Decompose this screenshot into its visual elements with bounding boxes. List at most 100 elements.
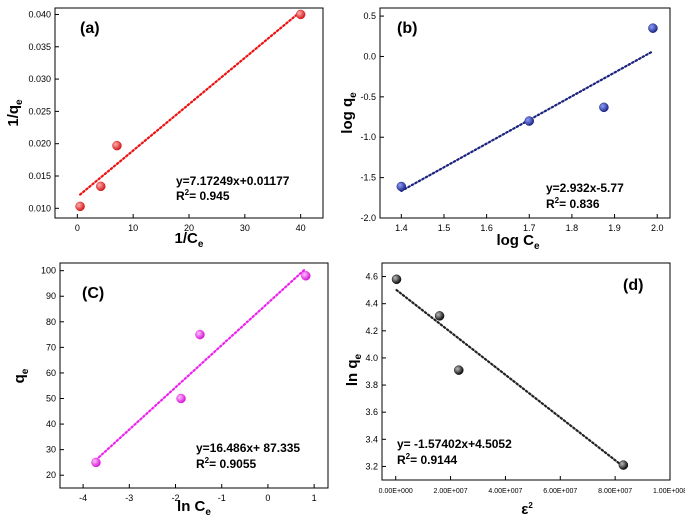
- x-tick-label: 20: [184, 223, 194, 233]
- x-tick-label: 1: [312, 493, 317, 503]
- y-axis-title: 1/qe: [5, 99, 25, 127]
- fit-equation: y= -1.57402x+4.5052: [397, 437, 512, 451]
- fit-equation: y=7.17249x+0.01177: [176, 174, 290, 188]
- x-tick-label: 8.00E+007: [598, 488, 632, 495]
- data-point: [195, 329, 205, 340]
- data-layer: 0 10 20 30 40 0.010 0.015 0.020 0.025 0.030 0.035 0…: [28, 9, 305, 233]
- y-tick-label: 70: [46, 342, 56, 352]
- y-tick-label: 0.5: [363, 11, 376, 21]
- y-tick-label: 40: [46, 419, 56, 429]
- data-point: [648, 23, 658, 33]
- panel-d: (d) y= -1.57402x+4.5052 R2= 0.9144 ε2 ln…: [344, 262, 685, 518]
- y-axis-title: ln qe: [344, 353, 364, 386]
- x-tick-label: -1: [218, 493, 226, 503]
- fit-equation: y=2.932x-5.77: [546, 181, 624, 195]
- y-tick-label: 3.4: [365, 434, 378, 444]
- x-tick-label: 2.00E+007: [434, 488, 468, 495]
- x-tick-label: 30: [240, 223, 250, 233]
- y-tick-label: 3.2: [365, 461, 378, 471]
- y-tick-label: 3.6: [365, 407, 378, 417]
- y-tick-label: -0.5: [360, 92, 376, 102]
- r-squared: R2= 0.9144: [397, 452, 457, 467]
- data-point: [176, 393, 186, 404]
- data-point: [618, 460, 629, 470]
- data-point: [599, 102, 609, 113]
- fit-line: [395, 288, 625, 468]
- y-tick-label: 0.035: [28, 42, 51, 52]
- y-tick-label: 100: [41, 266, 56, 276]
- data-point: [454, 365, 464, 375]
- x-tick-label: 40: [296, 223, 306, 233]
- y-tick-label: 4.2: [365, 326, 378, 336]
- data-layer: 1.4 1.5 1.6 1.7 1.8 1.9 2.0 -2.0 -1.5 -1.0 -0.5 0.0…: [360, 11, 663, 233]
- data-point: [295, 9, 306, 20]
- y-tick-label: 4.4: [365, 299, 378, 309]
- plot-frame: [59, 262, 329, 489]
- y-tick-label: 0.0: [363, 51, 376, 61]
- x-tick-label: -3: [125, 493, 133, 503]
- fit-line: [94, 267, 307, 461]
- plot-frame: [379, 7, 671, 219]
- r-squared: R2= 0.836: [546, 196, 600, 211]
- y-tick-label: 50: [46, 394, 56, 404]
- data-point: [524, 116, 535, 126]
- x-tick-label: 2.0: [651, 223, 664, 233]
- y-tick-label: -1.0: [360, 132, 376, 142]
- x-tick-label: 1.6: [480, 223, 493, 233]
- data-point: [396, 181, 407, 192]
- panel-c: (C) y=16.486x+ 87.335 R2= 0.9055 ln Ce q…: [11, 262, 329, 518]
- y-tick-label: 0.040: [28, 9, 51, 19]
- x-tick-label: 1.00E+008: [653, 488, 685, 495]
- y-tick-label: 0.020: [28, 139, 51, 149]
- y-tick-label: 80: [46, 317, 56, 327]
- x-axis-title: log Ce: [496, 232, 540, 252]
- panel-label: (d): [623, 277, 643, 294]
- y-tick-label: 4.6: [365, 272, 378, 282]
- y-tick-label: 60: [46, 368, 56, 378]
- x-tick-label: -2: [172, 493, 180, 503]
- x-axis-title: ε2: [521, 501, 533, 518]
- r-squared: R2= 0.9055: [196, 456, 256, 471]
- r-squared: R2= 0.945: [176, 188, 230, 203]
- panel-label: (C): [82, 285, 104, 302]
- x-tick-label: 0: [265, 493, 270, 503]
- y-tick-label: 90: [46, 291, 56, 301]
- data-point: [301, 271, 311, 281]
- x-tick-label: 10: [128, 223, 138, 233]
- fit-line: [79, 10, 302, 196]
- y-axis-title: qe: [11, 368, 31, 383]
- panel-label: (b): [397, 20, 417, 37]
- y-axis-title: log qe: [339, 92, 359, 134]
- panel-a: (a) y=7.17249x+0.01177 R2= 0.945 1/Ce 1/…: [5, 7, 324, 250]
- x-tick-label: 6.00E+007: [543, 488, 577, 495]
- x-tick-label: 0.00E+000: [379, 488, 413, 495]
- y-tick-label: 0.025: [28, 106, 51, 116]
- data-layer: 0.00E+000 2.00E+007 4.00E+007 6.00E+007 8.00…: [365, 272, 685, 495]
- panel-label: (a): [80, 20, 100, 37]
- plot-frame: [381, 262, 671, 481]
- y-tick-label: 0.010: [28, 203, 51, 213]
- data-point: [434, 311, 445, 321]
- data-point: [96, 181, 106, 192]
- data-point: [91, 457, 101, 468]
- y-tick-label: 20: [46, 470, 56, 480]
- x-tick-label: 1.9: [608, 223, 621, 233]
- data-point: [75, 201, 85, 212]
- data-layer: -4 -3 -2 -1 0 1 20 30 40 50 60 70 80 90 100: [41, 266, 317, 503]
- y-tick-label: -1.5: [360, 173, 376, 183]
- x-tick-label: 4.00E+007: [488, 488, 522, 495]
- x-tick-label: 1.7: [523, 223, 536, 233]
- data-point: [391, 274, 402, 285]
- panel-b: (b) y=2.932x-5.77 R2= 0.836 log Ce log q…: [339, 7, 671, 252]
- x-tick-label: 0: [75, 223, 80, 233]
- y-tick-label: 0.030: [28, 74, 51, 84]
- y-tick-label: 3.8: [365, 380, 378, 390]
- x-axis-title: ln Ce: [177, 498, 211, 518]
- x-tick-label: 1.5: [438, 223, 451, 233]
- data-point: [112, 140, 122, 151]
- x-tick-label: 1.4: [395, 223, 408, 233]
- x-axis-title: 1/Ce: [175, 230, 204, 250]
- y-tick-label: 4.0: [365, 353, 378, 363]
- y-tick-label: -2.0: [360, 213, 376, 223]
